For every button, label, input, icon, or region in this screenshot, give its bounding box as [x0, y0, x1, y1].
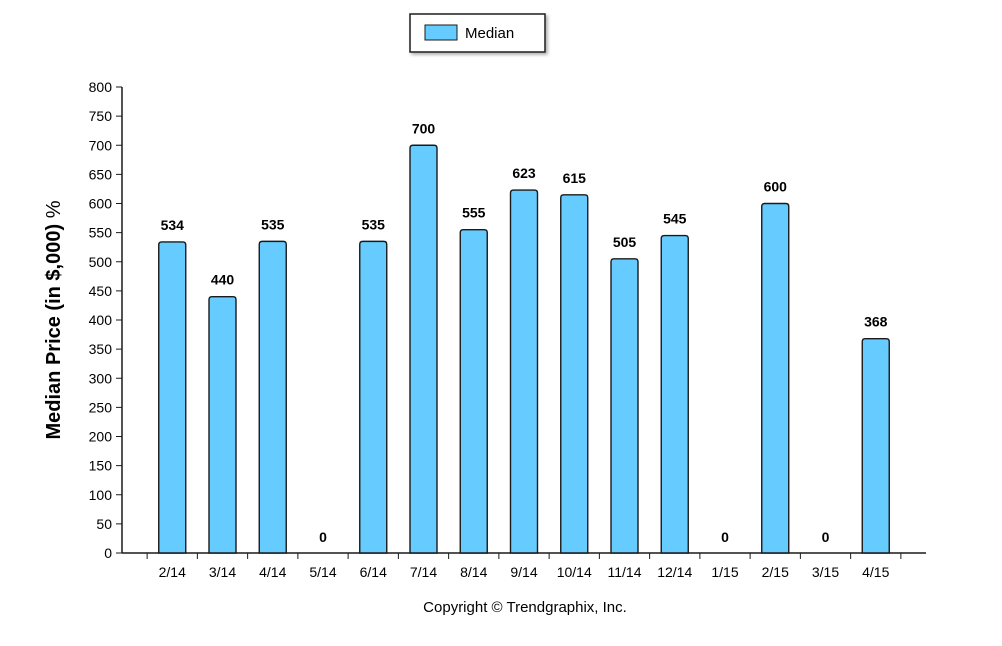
data-label: 368 [864, 314, 888, 330]
x-tick-label: 12/14 [657, 564, 692, 580]
data-label: 505 [613, 234, 637, 250]
x-tick-label: 4/14 [259, 564, 286, 580]
y-tick-label: 300 [89, 370, 113, 386]
y-tick-label: 250 [89, 399, 113, 415]
data-label: 600 [764, 179, 788, 195]
x-tick-label: 9/14 [510, 564, 537, 580]
y-tick-label: 500 [89, 254, 113, 270]
x-tick-label: 5/14 [309, 564, 336, 580]
legend-label: Median [465, 25, 514, 42]
y-tick-label: 150 [89, 458, 113, 474]
bar [359, 240, 388, 554]
y-tick-label: 200 [89, 429, 113, 445]
x-tick-label: 10/14 [557, 564, 592, 580]
y-tick-label: 450 [89, 283, 113, 299]
y-tick-label: 50 [96, 516, 112, 532]
bar [409, 144, 438, 554]
bar [861, 337, 890, 554]
y-tick-label: 600 [89, 196, 113, 212]
x-tick-label: 3/15 [812, 564, 839, 580]
data-label: 623 [512, 165, 536, 181]
bar [459, 229, 488, 554]
bar [509, 189, 539, 554]
x-tick-label: 7/14 [410, 564, 437, 580]
data-label: 0 [721, 529, 729, 545]
data-label: 0 [822, 529, 830, 545]
x-tick-label: 2/14 [159, 564, 186, 580]
legend-swatch [424, 24, 458, 41]
y-tick-label: 700 [89, 137, 113, 153]
y-axis-title: Median Price (in $,000) % [43, 200, 65, 439]
legend: Median [409, 13, 546, 53]
data-label: 545 [663, 211, 687, 227]
data-label: 535 [362, 216, 386, 232]
x-tick-label: 6/14 [360, 564, 387, 580]
bar [560, 194, 589, 554]
bar [761, 202, 790, 554]
data-label: 534 [161, 217, 185, 233]
y-tick-label: 800 [89, 79, 113, 95]
data-label: 700 [412, 120, 436, 136]
x-tick-label: 4/15 [862, 564, 889, 580]
x-tick-label: 2/15 [762, 564, 789, 580]
data-label: 440 [211, 272, 235, 288]
data-label: 615 [563, 170, 587, 186]
copyright-text: Copyright © Trendgraphix, Inc. [423, 599, 627, 616]
y-tick-label: 750 [89, 108, 113, 124]
bar [158, 241, 187, 554]
x-tick-label: 11/14 [608, 564, 642, 580]
bar [258, 240, 287, 554]
data-label: 555 [462, 205, 486, 221]
bar [610, 258, 639, 554]
x-tick-label: 3/14 [209, 564, 236, 580]
bar [660, 234, 689, 554]
labels: 2/14 534 3/14 440 4/14 535 5/14 0 6/14 535 7/14 700… [159, 120, 890, 580]
bars [158, 144, 890, 554]
y-tick-label: 0 [104, 545, 112, 561]
y-tick-label: 350 [89, 341, 113, 357]
x-tick-label: 8/14 [460, 564, 487, 580]
bar [208, 296, 237, 554]
data-label: 0 [319, 529, 327, 545]
x-tick-label: 1/15 [711, 564, 738, 580]
data-label: 535 [261, 216, 285, 232]
y-tick-label: 550 [89, 225, 113, 241]
y-tick-label: 650 [89, 166, 113, 182]
y-tick-label: 100 [89, 487, 113, 503]
y-tick-label: 400 [89, 312, 113, 328]
axes: 0 50 100 150 200 250 300 350 400 450 500 550 600 650 7… [89, 79, 926, 561]
